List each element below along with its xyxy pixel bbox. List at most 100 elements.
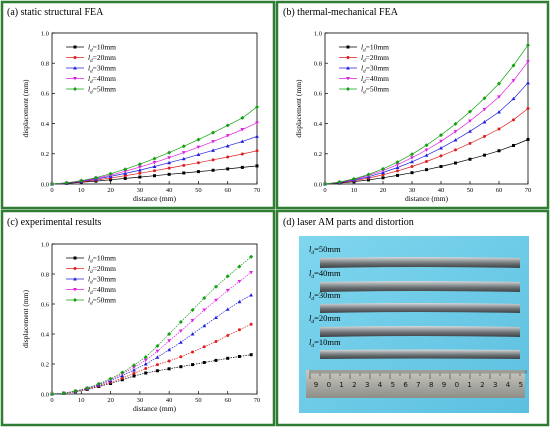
y-tick-label: 0.6	[41, 301, 50, 308]
data-point	[225, 289, 230, 293]
data-point	[468, 129, 472, 133]
data-point	[367, 178, 370, 182]
data-point	[439, 146, 443, 150]
y-tick-label: 1.0	[41, 241, 49, 248]
data-point	[85, 386, 90, 390]
y-tick-label: 0.8	[314, 61, 322, 68]
x-tick-label: 10	[78, 397, 85, 404]
ruler-number: 1	[339, 381, 343, 389]
data-point	[137, 165, 142, 169]
data-point	[64, 180, 69, 185]
x-tick-label: 30	[137, 397, 144, 404]
data-point	[381, 173, 385, 177]
data-point	[225, 274, 230, 279]
data-point	[453, 121, 458, 126]
ruler-number: 4	[506, 381, 511, 389]
panel-a-border	[0, 0, 276, 210]
legend-entry: ld=40mm	[88, 74, 116, 85]
data-point	[132, 374, 136, 378]
series-line-2	[51, 323, 252, 395]
data-point	[202, 323, 207, 328]
y-tick-label: 0.4	[314, 121, 323, 128]
data-point	[123, 169, 128, 174]
ruler-ticks	[309, 370, 527, 379]
data-point	[152, 164, 157, 168]
data-point	[240, 115, 245, 120]
ruler-number: 9	[314, 381, 318, 389]
legend-marker	[346, 66, 350, 70]
y-axis-title: displacement (mm)	[21, 289, 30, 348]
data-point	[155, 344, 160, 348]
photo-label: ld=20mm	[309, 313, 341, 325]
data-point	[439, 139, 443, 144]
data-point	[526, 60, 530, 64]
legend-marker	[346, 87, 350, 91]
data-point	[167, 367, 171, 371]
ruler-number: 0	[455, 381, 459, 389]
legend-marker	[73, 288, 77, 292]
data-point	[237, 328, 241, 332]
x-tick-label: 50	[467, 187, 474, 194]
ruler-number: 8	[429, 381, 433, 389]
data-point	[323, 182, 327, 186]
chart-thermal-mechanical-fea: 0 10 20 30 40 50 60 70 0.0 0.2 0.4 0.6 0.8 1.0 distanc…	[294, 30, 531, 203]
data-point	[240, 152, 244, 156]
legend-entry: ld=30mm	[361, 64, 389, 75]
ruler-number: 0	[327, 381, 331, 389]
x-tick-label: 30	[409, 187, 416, 194]
x-tick-label: 60	[224, 187, 231, 194]
data-point	[225, 123, 230, 128]
data-point	[182, 163, 186, 167]
data-point	[255, 149, 259, 153]
y-tick-label: 0.2	[314, 151, 322, 158]
legend-marker	[73, 267, 77, 270]
x-tick-label: 60	[496, 187, 503, 194]
x-tick-label: 60	[224, 397, 231, 404]
x-tick-label: 50	[195, 187, 202, 194]
data-point	[226, 356, 230, 360]
data-point	[202, 361, 206, 364]
ruler-number: 7	[416, 381, 420, 389]
photo-label: ld=50mm	[309, 244, 341, 256]
data-point	[191, 350, 195, 354]
data-point	[108, 376, 113, 381]
legend-marker	[346, 56, 350, 59]
x-tick-label: 70	[254, 187, 261, 194]
data-point	[202, 345, 206, 349]
data-point	[395, 165, 400, 170]
data-point	[396, 173, 399, 177]
x-tick-label: 50	[195, 397, 202, 404]
legend-marker	[73, 45, 77, 49]
data-point	[152, 161, 157, 165]
legend-marker	[73, 56, 77, 59]
data-point	[482, 96, 487, 101]
data-point	[526, 107, 530, 110]
data-point	[483, 153, 486, 157]
data-point	[240, 139, 245, 143]
x-tick-label: 20	[107, 397, 114, 404]
photo-label: ld=10mm	[309, 337, 341, 349]
data-point	[181, 156, 186, 161]
panel-c-title: (c) experimental results	[7, 217, 102, 228]
data-point	[155, 363, 159, 367]
data-point	[526, 43, 530, 48]
x-tick-label: 30	[137, 187, 144, 194]
legend-marker	[346, 45, 350, 49]
data-point	[50, 182, 54, 186]
data-point	[526, 80, 530, 85]
legend-entry: ld=40mm	[88, 285, 116, 296]
part-bar-30mm	[320, 303, 520, 313]
legend-entry: ld=30mm	[88, 275, 116, 286]
data-point	[454, 148, 457, 152]
data-point	[167, 347, 172, 352]
panel-d-title: (d) laser AM parts and distortion	[283, 217, 414, 228]
data-point	[196, 170, 200, 174]
part-bar-20mm	[320, 326, 520, 337]
data-point	[138, 171, 142, 175]
data-point	[143, 362, 148, 366]
data-point	[144, 371, 148, 375]
data-point	[167, 339, 172, 343]
data-point	[255, 134, 259, 138]
